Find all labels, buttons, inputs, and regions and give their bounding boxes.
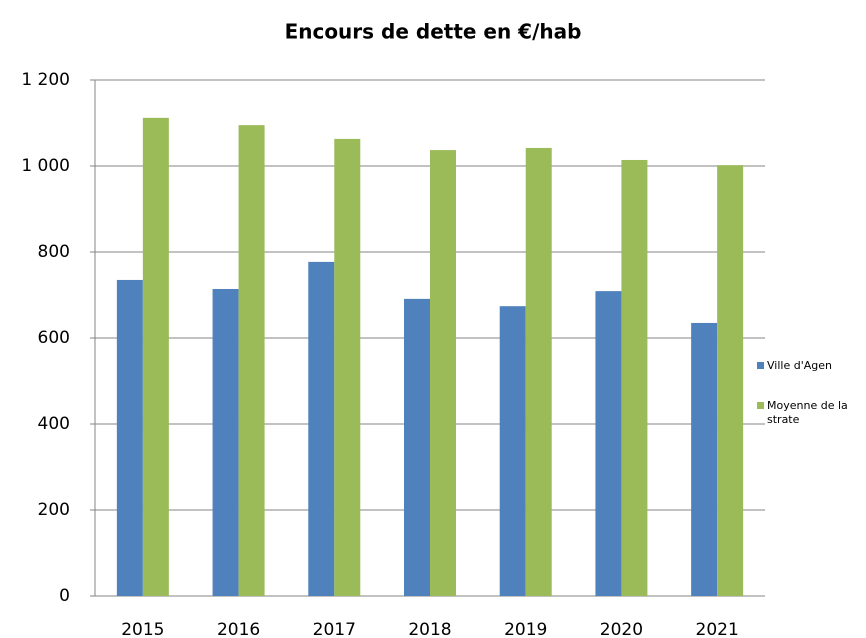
- bar: [334, 138, 361, 596]
- bar: [691, 322, 718, 596]
- bar: [404, 298, 430, 596]
- y-tick-label: 800: [38, 242, 70, 262]
- bar: [499, 306, 526, 596]
- y-tick-label: 600: [38, 328, 70, 348]
- x-tick-label: 2015: [121, 620, 164, 638]
- chart-title: Encours de dette en €/hab: [285, 20, 582, 44]
- y-tick-label: 1 000: [21, 156, 70, 176]
- bar: [717, 165, 744, 596]
- x-tick-label: 2021: [696, 620, 739, 638]
- y-tick-label: 0: [59, 586, 70, 606]
- x-tick-label: 2020: [600, 620, 643, 638]
- x-tick-label: 2017: [313, 620, 356, 638]
- bar: [595, 291, 622, 596]
- bar: [525, 147, 552, 596]
- y-tick-label: 1 200: [21, 70, 70, 90]
- bar: [621, 159, 648, 597]
- legend-label: Ville d'Agen: [767, 359, 832, 372]
- y-tick-label: 200: [38, 500, 70, 520]
- legend-item: Moyenne de la strate: [757, 399, 866, 427]
- y-tick-label: 400: [38, 414, 70, 434]
- x-tick-label: 2016: [217, 620, 260, 638]
- bar: [238, 125, 265, 597]
- legend-label: Moyenne de la strate: [767, 399, 848, 426]
- bar: [116, 279, 143, 596]
- legend-swatch: [757, 362, 764, 369]
- legend-item: Ville d'Agen: [757, 359, 866, 373]
- bar: [308, 261, 335, 596]
- legend-swatch: [757, 402, 764, 409]
- bar: [142, 117, 169, 596]
- bar: [430, 150, 456, 596]
- x-tick-label: 2019: [504, 620, 547, 638]
- x-tick-label: 2018: [408, 620, 451, 638]
- bar: [212, 288, 239, 596]
